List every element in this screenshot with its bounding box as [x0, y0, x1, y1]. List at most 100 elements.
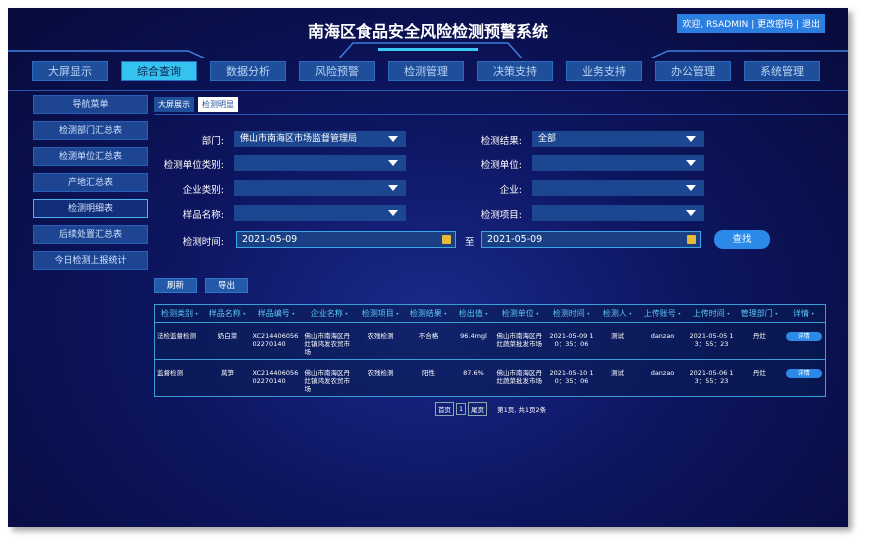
ent-type-label: 企业类别:	[182, 185, 224, 196]
last-page-button[interactable]: 尾页	[468, 402, 488, 416]
calendar-icon[interactable]	[442, 235, 451, 244]
table-cell: 2021-05-06 13：55：23	[686, 359, 737, 397]
sidebar-item-disposal-summary[interactable]: 后续处置汇总表	[33, 225, 148, 244]
breadcrumb: 大屏展示 检测明显	[154, 97, 238, 112]
nav-query[interactable]: 综合查询	[121, 61, 197, 81]
table-cell: 奶白菜	[204, 322, 251, 360]
ent-select[interactable]	[532, 180, 704, 196]
column-header[interactable]: 检测类别 •	[154, 304, 205, 323]
unit-type-label: 检测单位类别:	[163, 160, 224, 171]
sort-icon[interactable]: •	[533, 311, 540, 318]
logout-link[interactable]: 退出	[801, 20, 820, 30]
date-to-value: 2021-05-09	[487, 234, 543, 245]
sidebar-item-detail[interactable]: 检测明细表	[33, 199, 148, 218]
sort-icon[interactable]: •	[289, 311, 296, 318]
nav-system[interactable]: 系统管理	[744, 61, 820, 81]
sidebar-item-today-stats[interactable]: 今日检测上报统计	[33, 251, 148, 270]
nav-decision[interactable]: 决策支持	[477, 61, 553, 81]
table-cell: 详情	[782, 359, 826, 397]
nav-data-analysis[interactable]: 数据分析	[210, 61, 286, 81]
nav-office[interactable]: 办公管理	[655, 61, 731, 81]
sort-icon[interactable]: •	[626, 311, 633, 318]
table-cell: 详情	[782, 322, 826, 360]
sort-icon[interactable]: •	[675, 311, 682, 318]
column-header[interactable]: 企业名称 •	[302, 304, 357, 323]
ent-type-select[interactable]	[234, 180, 406, 196]
table-row: 法检监督检测 奶白菜 XC21440605602270140 佛山市南海区丹灶镇鸿发农…	[154, 322, 826, 360]
column-header-label: 检测时间	[552, 309, 585, 318]
table-cell: 测试	[596, 322, 639, 360]
column-header-label: 样品编号	[257, 309, 290, 318]
column-header[interactable]: 检测结果 •	[404, 304, 453, 323]
sidebar-item-dept-summary[interactable]: 检测部门汇总表	[33, 121, 148, 140]
unit-type-select[interactable]	[234, 155, 406, 171]
column-header[interactable]: 检测人 •	[596, 304, 639, 323]
sort-icon[interactable]: •	[240, 311, 247, 318]
column-header[interactable]: 检出值 •	[452, 304, 495, 323]
time-label: 检测时间:	[182, 237, 224, 248]
divider	[154, 114, 848, 115]
separator: |	[796, 20, 800, 30]
column-header[interactable]: 检测项目 •	[356, 304, 405, 323]
table-cell: 2021-05-10 10：35：06	[546, 359, 597, 397]
column-header[interactable]: 检测时间 •	[546, 304, 597, 323]
sort-icon[interactable]: •	[584, 311, 591, 318]
sort-icon[interactable]: •	[441, 311, 448, 318]
table-cell: 丹灶	[736, 359, 783, 397]
nav-big-screen[interactable]: 大屏显示	[32, 61, 108, 81]
date-to-input[interactable]: 2021-05-09	[481, 231, 701, 248]
change-password-link[interactable]: 更改密码	[757, 20, 794, 30]
sort-icon[interactable]: •	[342, 311, 349, 318]
date-from-value: 2021-05-09	[242, 234, 298, 245]
detail-button[interactable]: 详情	[785, 369, 822, 378]
item-select[interactable]	[532, 205, 704, 221]
breadcrumb-item[interactable]: 大屏展示	[154, 97, 194, 112]
column-header[interactable]: 检测单位 •	[494, 304, 547, 323]
unit-select[interactable]	[532, 155, 704, 171]
search-button[interactable]: 查找	[714, 230, 770, 249]
column-header-label: 上传时间	[692, 309, 725, 318]
unit-label: 检测单位:	[480, 160, 522, 171]
column-header-label: 检测人	[602, 309, 627, 318]
table-cell: 丹灶	[736, 322, 783, 360]
sort-icon[interactable]: •	[772, 311, 779, 318]
sort-icon[interactable]: •	[393, 311, 400, 318]
nav-risk-warning[interactable]: 风险预警	[299, 61, 375, 81]
sample-select[interactable]	[234, 205, 406, 221]
column-header[interactable]: 详情 •	[782, 304, 826, 323]
column-header[interactable]: 样品编号 •	[250, 304, 303, 323]
refresh-button[interactable]: 刷新	[154, 278, 197, 293]
breadcrumb-current[interactable]: 检测明显	[198, 97, 238, 112]
nav-business[interactable]: 业务支持	[566, 61, 642, 81]
export-button[interactable]: 导出	[205, 278, 248, 293]
column-header[interactable]: 上传账号 •	[638, 304, 687, 323]
calendar-icon[interactable]	[687, 235, 696, 244]
column-header-label: 检测结果	[409, 309, 442, 318]
sort-icon[interactable]: •	[193, 311, 199, 318]
date-from-input[interactable]: 2021-05-09	[236, 231, 456, 248]
column-header[interactable]: 样品名称 •	[204, 304, 251, 323]
sort-icon[interactable]: •	[809, 311, 815, 318]
table-cell: 佛山市南海区丹灶镇鸿发农贸市场	[302, 359, 357, 397]
dept-select[interactable]: 佛山市南海区市场监督管理局	[234, 131, 406, 147]
column-header-label: 管理部门	[740, 309, 773, 318]
app-window: 南海区食品安全风险检测预警系统 欢迎, RSADMIN | 更改密码 | 退出 …	[8, 8, 848, 527]
sidebar-item-unit-summary[interactable]: 检测单位汇总表	[33, 147, 148, 166]
sort-icon[interactable]: •	[482, 311, 489, 318]
column-header-label: 企业名称	[310, 309, 343, 318]
column-header-label: 详情	[793, 309, 810, 318]
sort-icon[interactable]: •	[724, 311, 731, 318]
column-header[interactable]: 上传时间 •	[686, 304, 737, 323]
result-select[interactable]: 全部	[532, 131, 704, 147]
page-number-button[interactable]: 1	[456, 403, 467, 415]
table-cell: 法检监督检测	[154, 322, 205, 360]
column-header[interactable]: 管理部门 •	[736, 304, 783, 323]
first-page-button[interactable]: 首页	[435, 402, 454, 416]
sidebar-item-origin-summary[interactable]: 产地汇总表	[33, 173, 148, 192]
table-cell: 2021-05-09 10：35：06	[546, 322, 597, 360]
welcome-text: 欢迎, RSADMIN	[682, 20, 749, 30]
nav-detection[interactable]: 检测管理	[388, 61, 464, 81]
user-bar: 欢迎, RSADMIN | 更改密码 | 退出	[677, 14, 825, 33]
divider	[8, 90, 848, 91]
detail-button[interactable]: 详情	[785, 332, 822, 341]
